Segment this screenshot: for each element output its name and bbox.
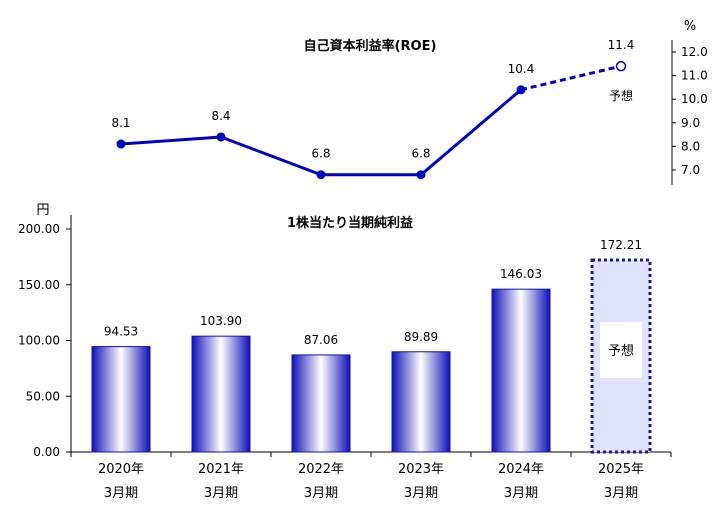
eps-value-label: 146.03: [500, 267, 542, 281]
roe-y-ticks: 7.0 8.0 9.0 10.0 11.0 12.0: [672, 45, 708, 177]
roe-forecast-label: 予想: [609, 88, 633, 103]
eps-category-year: 2025年: [598, 462, 644, 477]
eps-value-label: 87.06: [304, 333, 338, 347]
roe-value-label: 6.8: [411, 147, 430, 161]
roe-data-point: [216, 132, 226, 142]
roe-value-label: 11.4: [608, 38, 635, 52]
roe-forecast-line: [520, 64, 622, 92]
roe-data-point: [316, 170, 326, 180]
roe-chart: 自己資本利益率(ROE) % 7.0 8.0 9.0 10.0 11.0 12.0 8.1…: [111, 19, 708, 185]
roe-value-labels: 8.1 8.4 6.8 6.8 10.4 11.4: [111, 38, 634, 161]
eps-bar: [491, 288, 551, 453]
eps-category-labels: 2020年 3月期 2021年 3月期 2022年 3月期 2023年 3月期 2024年 3月期…: [98, 462, 644, 501]
roe-value-label: 10.4: [508, 62, 535, 76]
eps-bar: [191, 335, 251, 453]
roe-y-tick-label: 9.0: [681, 116, 700, 130]
roe-y-tick-label: 7.0: [681, 163, 700, 177]
eps-value-labels: 94.53 103.90 87.06 89.89 146.03 172.21: [104, 238, 642, 347]
eps-forecast-label: 予想: [608, 343, 634, 359]
eps-category-period: 3月期: [504, 486, 538, 501]
eps-category-period: 3月期: [104, 486, 138, 501]
roe-data-point: [116, 139, 126, 149]
roe-forecast-point: [615, 60, 627, 72]
eps-category-period: 3月期: [404, 486, 438, 501]
roe-data-point: [416, 170, 426, 180]
eps-y-tick-label: 150.00: [18, 278, 60, 292]
roe-value-label: 6.8: [311, 147, 330, 161]
roe-y-tick-label: 11.0: [681, 69, 708, 83]
roe-series-line: [120, 64, 622, 177]
eps-y-tick-label: 50.00: [26, 389, 60, 403]
eps-category-year: 2023年: [398, 462, 444, 477]
roe-y-tick-label: 12.0: [681, 45, 708, 59]
roe-value-label: 8.1: [111, 116, 130, 130]
eps-chart: 1株当たり当期純利益 円 0.00 50.00 100.00 150.00 200.00…: [18, 203, 672, 501]
eps-value-label: 94.53: [104, 325, 138, 339]
eps-value-label: 172.21: [600, 238, 642, 252]
eps-y-tick-label: 200.00: [18, 222, 60, 236]
eps-category-period: 3月期: [304, 486, 338, 501]
eps-bar: [391, 351, 451, 453]
eps-value-label: 89.89: [404, 330, 438, 344]
roe-data-point: [516, 85, 526, 95]
eps-bar: [291, 354, 351, 453]
eps-category-period: 3月期: [604, 486, 638, 501]
eps-y-tick-label: 0.00: [33, 445, 60, 459]
roe-chart-title: 自己資本利益率(ROE): [304, 38, 437, 54]
eps-category-year: 2021年: [198, 462, 244, 477]
roe-y-tick-label: 8.0: [681, 139, 700, 153]
eps-category-year: 2024年: [498, 462, 544, 477]
eps-y-ticks: 0.00 50.00 100.00 150.00 200.00: [18, 222, 672, 459]
eps-category-year: 2022年: [298, 462, 344, 477]
eps-value-label: 103.90: [200, 314, 242, 328]
eps-category-period: 3月期: [204, 486, 238, 501]
eps-category-year: 2020年: [98, 462, 144, 477]
eps-y-tick-label: 100.00: [18, 334, 60, 348]
roe-actual-line: [120, 88, 522, 177]
roe-series-points: [116, 60, 627, 180]
eps-bar: [91, 346, 151, 453]
eps-unit-label: 円: [36, 203, 49, 218]
roe-unit-label: %: [684, 19, 696, 34]
roe-y-tick-label: 10.0: [681, 92, 708, 106]
eps-bars: [91, 258, 652, 454]
roe-value-label: 8.4: [211, 109, 230, 123]
eps-chart-title: 1株当たり当期純利益: [287, 215, 413, 231]
eps-forecast-label-box: [600, 322, 642, 378]
